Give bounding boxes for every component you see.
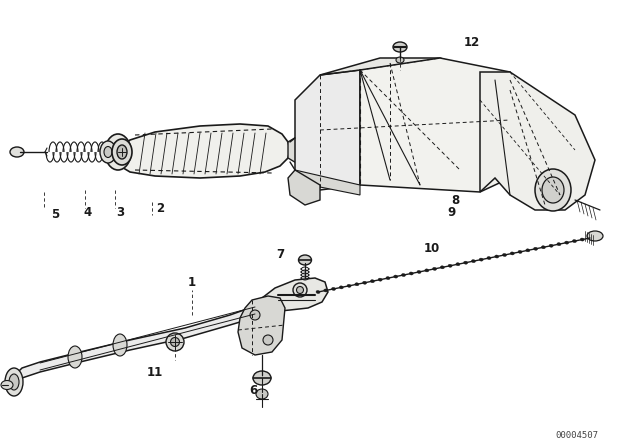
Text: 1: 1 xyxy=(188,276,196,289)
Text: 8: 8 xyxy=(451,194,459,207)
Ellipse shape xyxy=(378,278,382,281)
Ellipse shape xyxy=(296,287,303,293)
Text: 5: 5 xyxy=(51,208,59,221)
Ellipse shape xyxy=(170,337,179,346)
Ellipse shape xyxy=(542,177,564,203)
Ellipse shape xyxy=(250,310,260,320)
Ellipse shape xyxy=(535,169,571,211)
Ellipse shape xyxy=(386,276,390,280)
Ellipse shape xyxy=(587,231,603,241)
Ellipse shape xyxy=(564,241,569,244)
Ellipse shape xyxy=(572,240,577,243)
Ellipse shape xyxy=(347,284,351,287)
Text: 7: 7 xyxy=(276,249,284,262)
Ellipse shape xyxy=(324,289,328,292)
Polygon shape xyxy=(295,70,360,190)
Ellipse shape xyxy=(111,142,125,162)
Ellipse shape xyxy=(479,258,483,261)
Ellipse shape xyxy=(339,286,343,289)
Ellipse shape xyxy=(113,334,127,356)
Text: 6: 6 xyxy=(249,383,257,396)
Ellipse shape xyxy=(448,264,452,267)
Ellipse shape xyxy=(518,250,522,254)
Ellipse shape xyxy=(433,267,436,271)
Ellipse shape xyxy=(409,272,413,275)
Ellipse shape xyxy=(580,238,584,241)
Ellipse shape xyxy=(396,57,404,63)
Ellipse shape xyxy=(456,263,460,266)
Text: 11: 11 xyxy=(147,366,163,379)
Ellipse shape xyxy=(166,333,184,351)
Text: 4: 4 xyxy=(84,206,92,219)
Polygon shape xyxy=(118,124,290,178)
Ellipse shape xyxy=(549,244,553,247)
Ellipse shape xyxy=(298,255,312,265)
Ellipse shape xyxy=(371,280,374,283)
Ellipse shape xyxy=(394,275,397,278)
Ellipse shape xyxy=(68,346,82,368)
Polygon shape xyxy=(288,170,320,205)
Polygon shape xyxy=(288,136,302,164)
Ellipse shape xyxy=(355,283,359,286)
Text: 3: 3 xyxy=(116,206,124,219)
Polygon shape xyxy=(238,296,285,355)
Ellipse shape xyxy=(253,371,271,385)
Ellipse shape xyxy=(534,247,538,250)
Ellipse shape xyxy=(332,288,335,290)
Ellipse shape xyxy=(117,145,127,159)
Ellipse shape xyxy=(104,146,112,158)
Ellipse shape xyxy=(112,139,132,165)
Ellipse shape xyxy=(417,271,421,273)
Ellipse shape xyxy=(541,246,545,249)
Ellipse shape xyxy=(105,134,131,170)
Ellipse shape xyxy=(502,254,506,257)
Ellipse shape xyxy=(100,141,116,163)
Ellipse shape xyxy=(263,335,273,345)
Ellipse shape xyxy=(1,380,13,389)
Polygon shape xyxy=(12,298,272,388)
Ellipse shape xyxy=(256,389,268,399)
Ellipse shape xyxy=(9,374,19,390)
Ellipse shape xyxy=(5,368,23,396)
Ellipse shape xyxy=(510,252,515,255)
Ellipse shape xyxy=(316,290,320,293)
Ellipse shape xyxy=(425,269,429,272)
Ellipse shape xyxy=(463,261,468,264)
Polygon shape xyxy=(320,58,480,75)
Polygon shape xyxy=(360,58,510,192)
Polygon shape xyxy=(255,278,328,312)
Ellipse shape xyxy=(526,249,530,252)
Ellipse shape xyxy=(495,255,499,258)
Polygon shape xyxy=(480,72,595,210)
Ellipse shape xyxy=(440,266,444,269)
Ellipse shape xyxy=(401,274,406,276)
Text: 9: 9 xyxy=(448,207,456,220)
Text: 10: 10 xyxy=(424,241,440,254)
Text: 00004507: 00004507 xyxy=(555,431,598,439)
Text: 2: 2 xyxy=(156,202,164,215)
Ellipse shape xyxy=(10,147,24,157)
Ellipse shape xyxy=(393,42,407,52)
Text: 12: 12 xyxy=(464,35,480,48)
Polygon shape xyxy=(295,170,360,195)
Ellipse shape xyxy=(557,243,561,246)
Ellipse shape xyxy=(472,260,476,263)
Ellipse shape xyxy=(363,281,367,284)
Ellipse shape xyxy=(293,283,307,297)
Ellipse shape xyxy=(487,257,491,259)
